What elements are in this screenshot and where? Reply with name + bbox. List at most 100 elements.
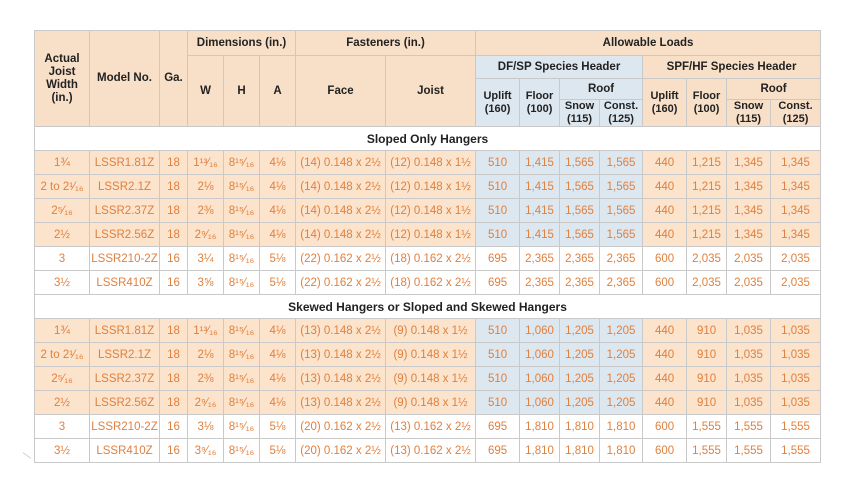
df-snow-cell: 1,205 [559, 342, 601, 367]
dim-w-cell: 3⁹⁄₁₆ [187, 438, 224, 463]
dim-w-cell: 2⅛ [187, 174, 224, 199]
section-header-row: Skewed Hangers or Sloped and Skewed Hang… [33, 294, 822, 319]
spf-const-header: Const. (125) [770, 99, 822, 127]
model-cell: LSSR2.1Z [89, 342, 160, 367]
df-const-cell: 1,565 [599, 222, 644, 247]
spf-floor-cell: 1,215 [686, 150, 728, 175]
dim-h-cell: 8¹⁵⁄₁₆ [223, 246, 260, 271]
spf-uplift-cell: 440 [642, 366, 688, 391]
dim-h-cell: 8¹⁵⁄₁₆ [223, 270, 260, 295]
spf-const-cell: 1,345 [770, 198, 822, 223]
spf-snow-header: Snow (115) [726, 99, 772, 127]
model-cell: LSSR2.37Z [89, 198, 160, 223]
model-cell: LSSR1.81Z [89, 150, 160, 175]
spf-floor-cell: 910 [686, 342, 728, 367]
dim-h-header: H [223, 55, 260, 127]
face-fastener-cell: (20) 0.162 x 2½ [295, 438, 387, 463]
spf-snow-cell: 1,555 [726, 438, 772, 463]
joist-fastener-cell: (12) 0.148 x 1½ [385, 150, 477, 175]
df-uplift-cell: 510 [475, 198, 521, 223]
df-const-cell: 1,810 [599, 438, 644, 463]
model-no-header: Model No. [89, 30, 160, 127]
joist-width-cell: 2⁵⁄₁₆ [34, 198, 90, 223]
gauge-cell: 16 [159, 270, 188, 295]
model-cell: LSSR210-2Z [89, 414, 160, 439]
joist-width-cell: 2 to 2¹⁄₁₆ [34, 342, 90, 367]
dim-w-cell: 1¹³⁄₁₆ [187, 318, 224, 343]
df-floor-cell: 1,415 [519, 198, 561, 223]
spf-floor-cell: 910 [686, 390, 728, 415]
table-row: 2⁵⁄₁₆ LSSR2.37Z 18 2⅜ 8¹⁵⁄₁₆ 4⅛ (14) 0.148 x 2… [34, 198, 822, 223]
table-row: 3½ LSSR410Z 16 3⅝ 8¹⁵⁄₁₆ 5⅛ (22) 0.162 x 2½ (18… [34, 270, 822, 295]
df-floor-cell: 1,810 [519, 414, 561, 439]
spf-uplift-cell: 440 [642, 342, 688, 367]
spf-snow-cell: 1,035 [726, 366, 772, 391]
fasteners-header: Fasteners (in.) [295, 30, 477, 56]
joist-fastener-cell: (13) 0.162 x 2½ [385, 414, 477, 439]
spf-hf-header: SPF/HF Species Header [642, 55, 822, 79]
spf-const-cell: 2,035 [770, 246, 822, 271]
df-floor-cell: 1,060 [519, 318, 561, 343]
df-const-cell: 1,205 [599, 342, 644, 367]
joist-width-cell: 3 [34, 414, 90, 439]
table-body: Sloped Only Hangers 1¾ LSSR1.81Z 18 1¹³⁄₁₆ 8¹… [33, 126, 822, 463]
gauge-cell: 18 [159, 342, 188, 367]
df-snow-cell: 1,565 [559, 174, 601, 199]
dim-h-cell: 8¹⁵⁄₁₆ [223, 222, 260, 247]
df-snow-cell: 1,565 [559, 198, 601, 223]
gauge-header: Ga. [159, 30, 188, 127]
joist-fastener-cell: (9) 0.148 x 1½ [385, 390, 477, 415]
fastener-face-header: Face [295, 55, 387, 127]
table-row: 2½ LSSR2.56Z 18 2⁹⁄₁₆ 8¹⁵⁄₁₆ 4⅛ (14) 0.148 x 2… [34, 222, 822, 247]
spf-snow-cell: 1,035 [726, 342, 772, 367]
df-snow-cell: 1,205 [559, 318, 601, 343]
dim-w-header: W [187, 55, 224, 127]
spf-snow-cell: 1,345 [726, 222, 772, 247]
spf-floor-cell: 1,215 [686, 222, 728, 247]
spf-uplift-cell: 440 [642, 222, 688, 247]
df-uplift-cell: 695 [475, 246, 521, 271]
table-row: 3 LSSR210-2Z 16 3⅛ 8¹⁵⁄₁₆ 5⅛ (20) 0.162 x 2½ (1… [34, 414, 822, 439]
joist-fastener-cell: (12) 0.148 x 1½ [385, 198, 477, 223]
joist-fastener-cell: (12) 0.148 x 1½ [385, 174, 477, 199]
df-snow-cell: 1,205 [559, 390, 601, 415]
table-row: 2⁵⁄₁₆ LSSR2.37Z 18 2⅜ 8¹⁵⁄₁₆ 4⅛ (13) 0.148 x 2… [34, 366, 822, 391]
allowable-loads-header: Allowable Loads [475, 30, 822, 56]
df-const-cell: 2,365 [599, 270, 644, 295]
model-cell: LSSR2.56Z [89, 390, 160, 415]
table-row: 1¾ LSSR1.81Z 18 1¹³⁄₁₆ 8¹⁵⁄₁₆ 4⅛ (13) 0.148 x … [34, 318, 822, 343]
joist-width-cell: 2½ [34, 222, 90, 247]
dim-a-cell: 4⅛ [258, 222, 297, 247]
table-row: 3½ LSSR410Z 16 3⁹⁄₁₆ 8¹⁵⁄₁₆ 5⅛ (20) 0.162 x 2½… [34, 438, 822, 463]
spf-const-cell: 1,345 [770, 174, 822, 199]
spf-const-cell: 1,345 [770, 150, 822, 175]
df-const-cell: 1,565 [599, 174, 644, 199]
df-snow-cell: 2,365 [559, 270, 601, 295]
spf-snow-cell: 1,035 [726, 390, 772, 415]
spf-floor-cell: 910 [686, 318, 728, 343]
df-uplift-cell: 510 [475, 318, 521, 343]
hanger-load-table-container: Actual Joist Width (in.) Model No. Ga. D… [33, 30, 822, 463]
spf-floor-cell: 1,215 [686, 198, 728, 223]
joist-fastener-cell: (9) 0.148 x 1½ [385, 342, 477, 367]
gauge-cell: 18 [159, 150, 188, 175]
dim-w-cell: 2⅜ [187, 366, 224, 391]
df-uplift-cell: 695 [475, 270, 521, 295]
dim-h-cell: 8¹⁵⁄₁₆ [223, 414, 260, 439]
spf-uplift-cell: 600 [642, 438, 688, 463]
spf-uplift-cell: 600 [642, 246, 688, 271]
dim-h-cell: 8¹⁵⁄₁₆ [223, 198, 260, 223]
face-fastener-cell: (14) 0.148 x 2½ [295, 150, 387, 175]
df-const-cell: 1,565 [599, 198, 644, 223]
spf-snow-cell: 1,555 [726, 414, 772, 439]
df-const-cell: 2,365 [599, 246, 644, 271]
joist-width-cell: 3 [34, 246, 90, 271]
spf-const-cell: 1,035 [770, 342, 822, 367]
dim-w-cell: 3⅝ [187, 270, 224, 295]
face-fastener-cell: (13) 0.148 x 2½ [295, 318, 387, 343]
df-const-cell: 1,565 [599, 150, 644, 175]
spf-uplift-cell: 600 [642, 270, 688, 295]
spf-uplift-cell: 440 [642, 174, 688, 199]
model-cell: LSSR1.81Z [89, 318, 160, 343]
dim-h-cell: 8¹⁵⁄₁₆ [223, 342, 260, 367]
